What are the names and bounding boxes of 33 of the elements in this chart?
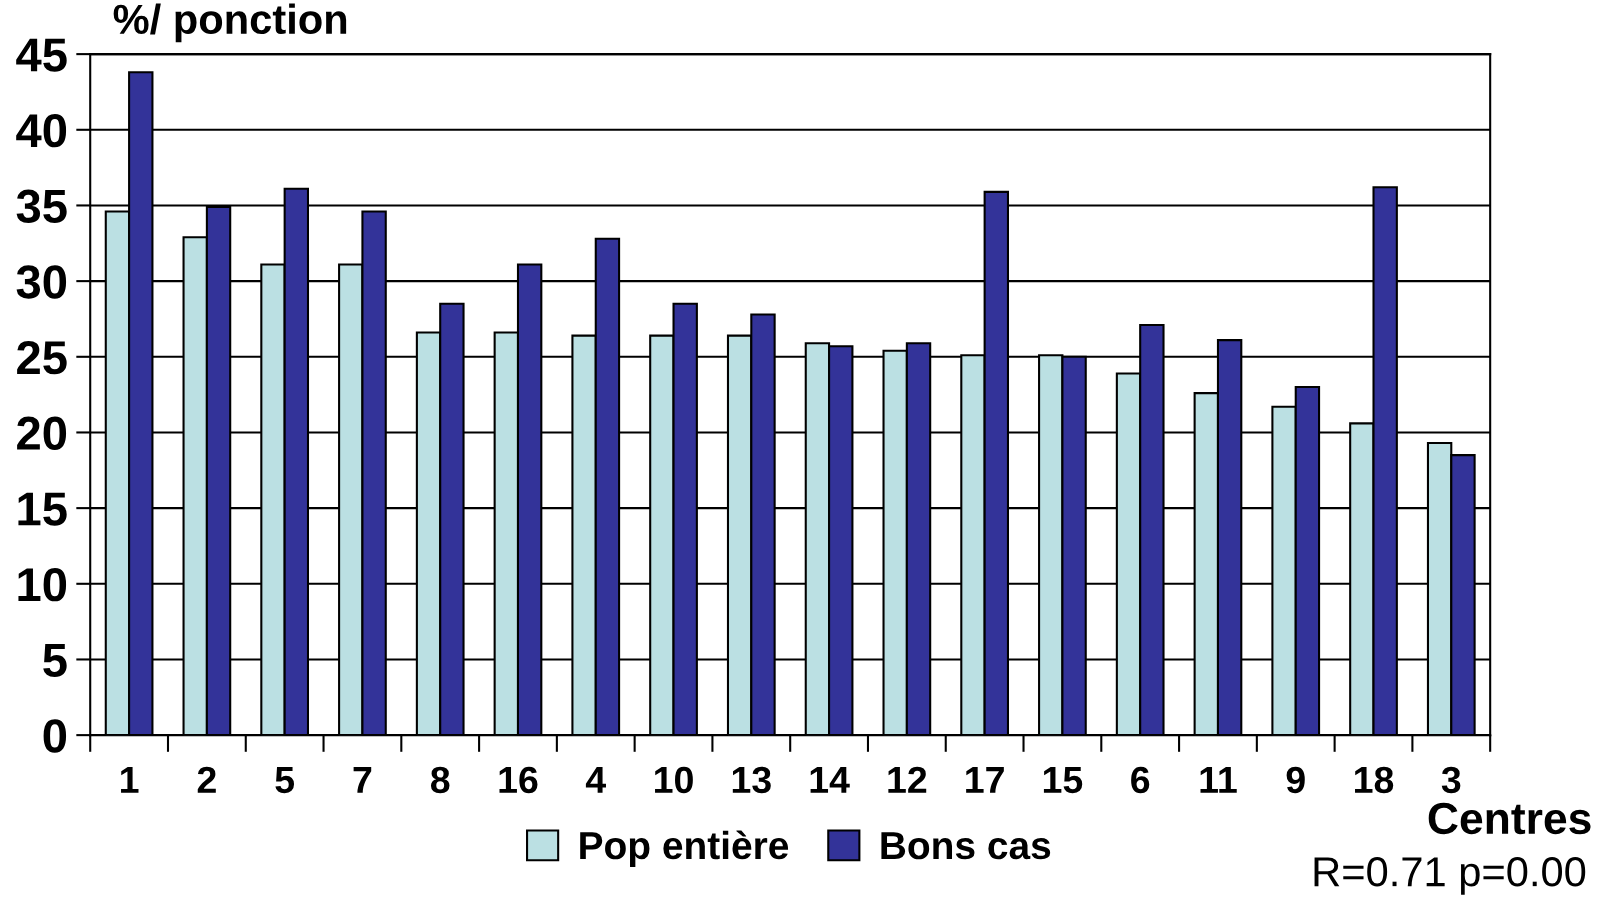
- text: R=0.71 p=0.00: [1314, 857, 1586, 895]
- legend-label: Pop entière: [580, 830, 789, 867]
- y-tick-label: 5: [43, 644, 67, 678]
- x-tick-label: 2: [197, 766, 216, 793]
- x-tick-label: 8: [430, 766, 450, 794]
- x-tick-label: 3: [1441, 766, 1461, 794]
- y-tick-label: 30: [16, 265, 67, 299]
- x-tick-label: 5: [275, 767, 295, 794]
- y-tick-label: 20: [17, 416, 67, 451]
- x-tick-label: 14: [810, 767, 850, 793]
- x-tick-label: 1: [121, 767, 139, 793]
- x-tick-label: 17: [966, 767, 1004, 793]
- y-tick-label: 25: [17, 340, 67, 375]
- y-axis-title: %/ ponction: [113, 3, 347, 43]
- x-tick-label: 11: [1200, 767, 1237, 793]
- x-tick-label: 12: [888, 766, 927, 793]
- y-tick-label: 45: [16, 38, 67, 72]
- x-tick-label: 4: [585, 767, 606, 793]
- x-tick-label: 18: [1355, 766, 1394, 794]
- y-tick-label: 15: [18, 492, 67, 526]
- x-tick-label: 13: [732, 766, 771, 794]
- x-tick-label: 10: [655, 766, 693, 794]
- x-tick-label: 6: [1131, 766, 1150, 794]
- y-tick-label: 0: [43, 719, 67, 753]
- y-tick-label: 10: [18, 567, 67, 602]
- y-tick-label: 35: [16, 189, 67, 224]
- x-tick-label: 16: [499, 766, 538, 794]
- y-tick-label: 40: [16, 113, 67, 148]
- legend-label: Bons cas: [881, 832, 1051, 860]
- x-tick-label: 15: [1043, 767, 1083, 794]
- x-tick-label: 9: [1286, 766, 1305, 794]
- x-axis-title: Centres: [1428, 802, 1591, 835]
- x-tick-label: 7: [353, 767, 372, 793]
